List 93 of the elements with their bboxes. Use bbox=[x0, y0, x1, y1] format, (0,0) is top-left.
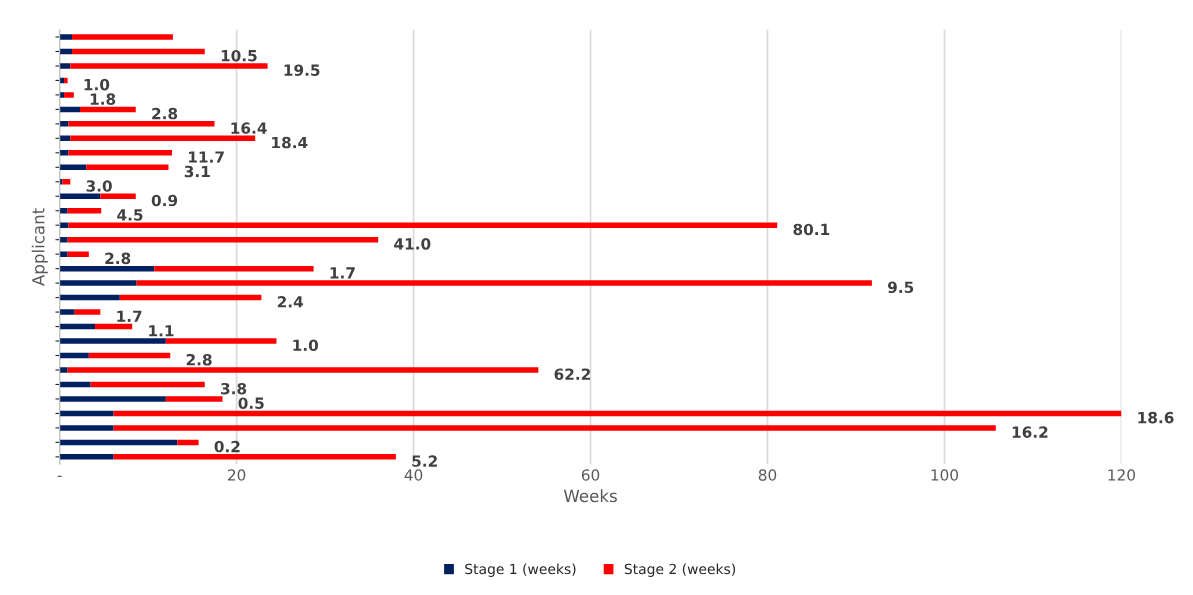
bar bbox=[113, 410, 1122, 417]
x-tick-label: 20 bbox=[228, 469, 246, 481]
annotation: 1.7 bbox=[117, 310, 142, 322]
bar bbox=[59, 396, 166, 402]
bar bbox=[62, 179, 71, 185]
annotation: 2.4 bbox=[277, 296, 304, 308]
bar bbox=[136, 280, 872, 286]
annotation: 10.5 bbox=[221, 49, 257, 62]
bar bbox=[95, 323, 133, 330]
annotation: 80.1 bbox=[793, 223, 830, 236]
bar bbox=[59, 207, 68, 214]
bar bbox=[90, 381, 205, 388]
annotation: 1.0 bbox=[293, 339, 319, 352]
annotation: 5.2 bbox=[412, 455, 437, 467]
annotation: 11.7 bbox=[189, 151, 224, 163]
bar bbox=[88, 352, 171, 359]
annotation: 2.8 bbox=[186, 353, 212, 366]
bar bbox=[68, 222, 778, 228]
bar bbox=[59, 193, 101, 199]
annotation: 18.4 bbox=[272, 136, 308, 149]
annotation: 1.8 bbox=[90, 93, 116, 105]
x-tick-label: 120 bbox=[1108, 469, 1135, 481]
bar bbox=[154, 265, 314, 272]
legend-label: Stage 2 (weeks) bbox=[624, 563, 736, 577]
bar bbox=[59, 280, 137, 286]
annotation: 3.8 bbox=[221, 382, 247, 395]
bar bbox=[59, 34, 73, 40]
y-axis-title: Applicant bbox=[31, 208, 48, 286]
bar bbox=[59, 309, 75, 315]
bar bbox=[59, 352, 89, 359]
bar bbox=[67, 236, 379, 243]
annotation: 16.2 bbox=[1012, 426, 1048, 438]
bar bbox=[70, 135, 256, 142]
x-tick-label: 60 bbox=[581, 469, 600, 481]
bar bbox=[72, 48, 205, 55]
bar bbox=[59, 222, 69, 228]
annotation: 16.4 bbox=[231, 122, 267, 134]
bar bbox=[86, 164, 169, 171]
bar bbox=[59, 338, 166, 344]
bar bbox=[100, 193, 136, 199]
x-axis-title: Weeks bbox=[563, 489, 617, 503]
bar bbox=[59, 150, 69, 156]
bar bbox=[70, 63, 268, 69]
annotation: 2.8 bbox=[152, 107, 178, 120]
annotation: 9.5 bbox=[887, 281, 914, 294]
annotation: 3.0 bbox=[86, 180, 112, 192]
annotation: 41.0 bbox=[394, 238, 431, 250]
annotation: 62.2 bbox=[554, 368, 590, 380]
annotation: 0.9 bbox=[151, 194, 178, 207]
text: 18.6 bbox=[1138, 411, 1174, 424]
bar bbox=[177, 439, 199, 446]
bar bbox=[59, 236, 68, 243]
annotation: 3.1 bbox=[184, 165, 210, 178]
annotation: 0.5 bbox=[238, 397, 264, 409]
x-tick-label: 80 bbox=[758, 469, 777, 481]
bar bbox=[59, 294, 120, 301]
bar bbox=[67, 251, 89, 257]
bar bbox=[59, 251, 68, 257]
annotation: 1.1 bbox=[149, 325, 174, 337]
bar bbox=[165, 396, 223, 402]
bar bbox=[59, 454, 114, 460]
bar bbox=[59, 92, 65, 98]
bar bbox=[59, 439, 178, 446]
annotation: 4.5 bbox=[117, 209, 143, 221]
bar bbox=[59, 265, 155, 272]
annotation: 1.0 bbox=[84, 78, 110, 91]
bar bbox=[59, 367, 68, 373]
bar bbox=[119, 294, 262, 301]
bar bbox=[59, 381, 91, 388]
bar bbox=[59, 121, 69, 127]
bar bbox=[68, 150, 173, 156]
bar bbox=[68, 121, 215, 127]
bar bbox=[67, 367, 539, 373]
bar bbox=[165, 338, 277, 344]
annotation: 1.7 bbox=[330, 267, 355, 279]
bar bbox=[64, 92, 74, 98]
bar bbox=[113, 425, 996, 431]
annotation: 2.8 bbox=[105, 252, 131, 265]
x-tick-label: 40 bbox=[404, 469, 423, 481]
bar bbox=[80, 106, 136, 113]
bar bbox=[59, 410, 114, 417]
bar bbox=[59, 425, 114, 431]
annotation: 0.2 bbox=[214, 440, 240, 453]
x-tick-label: 100 bbox=[931, 469, 959, 481]
bar bbox=[59, 63, 71, 69]
x-tick-label: - bbox=[57, 475, 62, 477]
bar bbox=[64, 77, 68, 84]
bar bbox=[72, 34, 173, 40]
annotation: 19.5 bbox=[284, 64, 320, 76]
bar bbox=[74, 309, 101, 315]
bar bbox=[59, 323, 96, 330]
bar bbox=[113, 454, 396, 460]
legend-label: Stage 1 (weeks) bbox=[465, 563, 576, 577]
